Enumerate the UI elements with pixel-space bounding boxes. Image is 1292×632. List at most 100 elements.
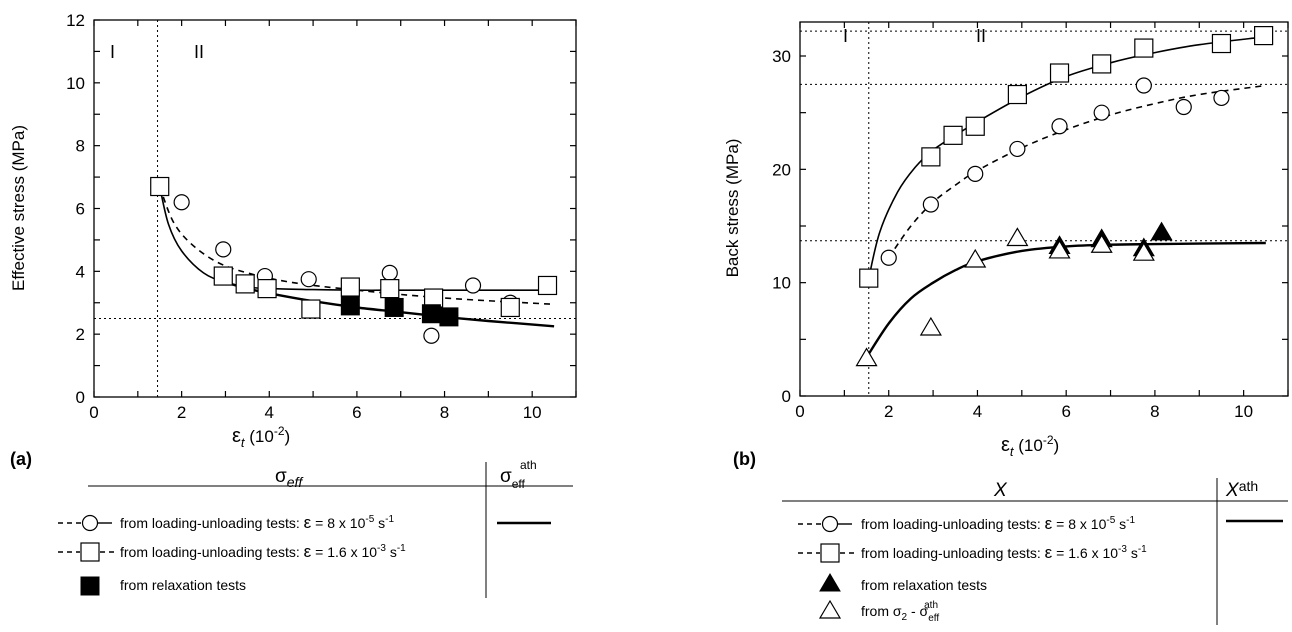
panel-b-marker-circle-open bbox=[1093, 104, 1110, 121]
panel-a-y-tick-label: 12 bbox=[66, 11, 85, 30]
legend-a-row1-unit-exp: -1 bbox=[385, 514, 394, 525]
panel-b-marker-square-open bbox=[1049, 63, 1070, 83]
panel-b-label: (b) bbox=[733, 449, 756, 469]
legend-b-row1-unit-exp: -1 bbox=[1126, 515, 1135, 526]
panel-b-fit-curve-solid-thick bbox=[865, 241, 1266, 359]
legend-a-row2-unit-exp: -1 bbox=[397, 543, 406, 554]
panel-a-y-tick-label: 8 bbox=[76, 137, 85, 156]
panel-b-x-tick-label: 2 bbox=[884, 402, 893, 421]
panel-a-chart: 0 2 4 6 8 10 0 2 4 6 8 10 12 I II Effective stress (… bbox=[9, 11, 577, 469]
panel-b-y-axis-label: Back stress (MPa) bbox=[723, 139, 742, 278]
panel-a-marker-circle-open bbox=[464, 277, 482, 294]
legend-a-header-main: σeff bbox=[275, 466, 304, 490]
panel-b-marker-square-open bbox=[859, 268, 879, 288]
panel-b-y-tick-label: 10 bbox=[772, 274, 791, 293]
panel-a-x-tick-label: 4 bbox=[265, 403, 274, 422]
panel-b-y-tick-label: 30 bbox=[772, 47, 791, 66]
legend-b-row2-lead: from loading-unloading tests: bbox=[861, 545, 1045, 561]
legend-a-ath-sigma: σ bbox=[500, 466, 512, 487]
legend-a-row1-rate: = 8 x 10 bbox=[311, 515, 365, 531]
panel-b-marker-square-open bbox=[1092, 54, 1112, 74]
panel-b-marker-circle-open bbox=[922, 196, 939, 213]
panel-a-marker-square-filled bbox=[384, 297, 404, 317]
panel-b-x-tick-label: 6 bbox=[1061, 402, 1070, 421]
panel-b-x-tick-label: 10 bbox=[1234, 402, 1253, 421]
legend-b-row1-lead: from loading-unloading tests: bbox=[861, 516, 1045, 532]
panel-a-marker-circle-open bbox=[423, 327, 440, 344]
legend-a-header-sub: eff bbox=[287, 474, 305, 490]
legend-b-row1-rate-symbol: ε bbox=[1045, 514, 1053, 533]
panel-a-marker-square-open bbox=[235, 274, 255, 294]
legend-a-row3-text: from relaxation tests bbox=[120, 577, 246, 593]
panel-b-marker-triangle-open bbox=[855, 347, 878, 367]
legend-b-row2-unit-exp: -1 bbox=[1138, 544, 1147, 555]
legend-b-header-main: X bbox=[993, 480, 1008, 501]
panel-a-axis-ticks: 0 2 4 6 8 10 0 2 4 6 8 10 12 bbox=[66, 11, 577, 422]
panel-a-x-axis-label: εt (10-2) bbox=[232, 424, 290, 450]
panel-b-marker-square-open bbox=[965, 116, 985, 136]
panel-b-marker-circle-open bbox=[967, 165, 984, 182]
panel-b-x-label-symbol: ε bbox=[1001, 434, 1010, 456]
panel-b-y-tick-label: 20 bbox=[772, 160, 791, 179]
legend-a-row1-unit: s bbox=[374, 515, 385, 531]
panel-a-y-tick-label: 4 bbox=[76, 262, 85, 281]
panel-b-x-label-close: ) bbox=[1054, 436, 1060, 455]
panel-b-x-label-unit: (10 bbox=[1014, 436, 1043, 455]
legend-b-row1-rate: = 8 x 10 bbox=[1052, 516, 1106, 532]
legend-b-row1-rate-exp: -5 bbox=[1106, 515, 1115, 526]
panel-a-marker-square-open bbox=[150, 176, 170, 197]
panel-b-x-axis-label: εt (10-2) bbox=[1001, 433, 1059, 459]
legend-a-row1-text: from loading-unloading tests: ε = 8 x 10… bbox=[120, 513, 394, 532]
panel-a-zone-label-1: I bbox=[110, 42, 115, 62]
panel-a-x-label-exp: -2 bbox=[274, 424, 285, 438]
panel-b-marker-circle-open bbox=[1175, 98, 1192, 116]
legend-b-header-ath: Xath bbox=[1225, 478, 1258, 501]
panel-a-reference-lines bbox=[94, 20, 576, 397]
panel-b-marker-triangle-open bbox=[919, 316, 942, 336]
legend-b-row4-lead: from σ bbox=[861, 603, 902, 619]
legend-b-row2-rate-symbol: ε bbox=[1045, 543, 1053, 562]
legend-b-row2-square-icon bbox=[820, 543, 840, 563]
legend-b-row4-open-triangle-icon bbox=[818, 599, 842, 619]
legend-a-row1-lead: from loading-unloading tests: bbox=[120, 515, 304, 531]
legend-b-row3-text: from relaxation tests bbox=[861, 577, 987, 593]
panel-a-marker-square-open bbox=[500, 297, 520, 318]
legend-b-row3-filled-triangle-icon bbox=[819, 573, 841, 592]
panel-a-x-tick-label: 10 bbox=[523, 403, 542, 422]
legend-a-ath-sub: eff bbox=[512, 477, 526, 491]
panel-a-x-label-symbol: ε bbox=[232, 425, 241, 447]
panel-a-marker-circle-open bbox=[381, 264, 398, 282]
panel-a-y-axis-label: Effective stress (MPa) bbox=[9, 125, 28, 291]
panel-b-x-tick-label: 8 bbox=[1150, 402, 1159, 421]
panel-b-marker-square-open bbox=[921, 147, 941, 167]
panel-b-marker-triangle-open bbox=[1090, 234, 1113, 253]
panel-a-zone-label-2: II bbox=[194, 42, 204, 62]
legend-a-row2-unit: s bbox=[386, 544, 397, 560]
panel-b-zone-label-1: I bbox=[843, 26, 848, 46]
legend-b-row2-unit: s bbox=[1127, 545, 1138, 561]
legend-b-row4-sub2: eff bbox=[928, 613, 939, 624]
panel-b-chart: 0 2 4 6 8 10 0 10 20 30 I II Back stress (MPa) εt… bbox=[723, 21, 1289, 469]
panel-b-marker-square-open bbox=[1007, 84, 1027, 105]
panel-a-marker-square-open bbox=[537, 275, 558, 296]
legend-b-row2-rate-exp: -3 bbox=[1118, 544, 1127, 555]
panel-b-x-label-exp: -2 bbox=[1043, 433, 1054, 447]
panel-b-marker-circle-open bbox=[880, 249, 897, 266]
panel-a-marker-square-filled bbox=[340, 296, 360, 316]
panel-b-legend: X Xath from loading-unloading tests: ε =… bbox=[782, 478, 1288, 625]
legend-b-row1-circle-icon bbox=[821, 515, 839, 533]
panel-b-zone-label-2: II bbox=[976, 26, 986, 46]
legend-a-row2-rate-symbol: ε bbox=[304, 542, 312, 561]
panel-a-marker-square-open bbox=[380, 279, 400, 299]
legend-b-row2-text: from loading-unloading tests: ε = 1.6 x … bbox=[861, 543, 1147, 562]
panel-a-x-label-unit: (10 bbox=[245, 427, 274, 446]
panel-b-axis-ticks: 0 2 4 6 8 10 0 10 20 30 bbox=[772, 22, 1289, 421]
panel-a-fit-curve-dashed bbox=[158, 186, 555, 306]
panel-a-y-tick-label: 0 bbox=[76, 388, 85, 407]
legend-b-row4-text: from σ2 - σeff ath bbox=[861, 600, 939, 624]
panel-b-marker-circle-open bbox=[1009, 140, 1026, 158]
panel-b-marker-circle-open bbox=[1135, 77, 1152, 94]
panel-b-marker-square-open bbox=[1253, 26, 1274, 46]
panel-b-marker-triangle-open bbox=[1132, 242, 1155, 261]
